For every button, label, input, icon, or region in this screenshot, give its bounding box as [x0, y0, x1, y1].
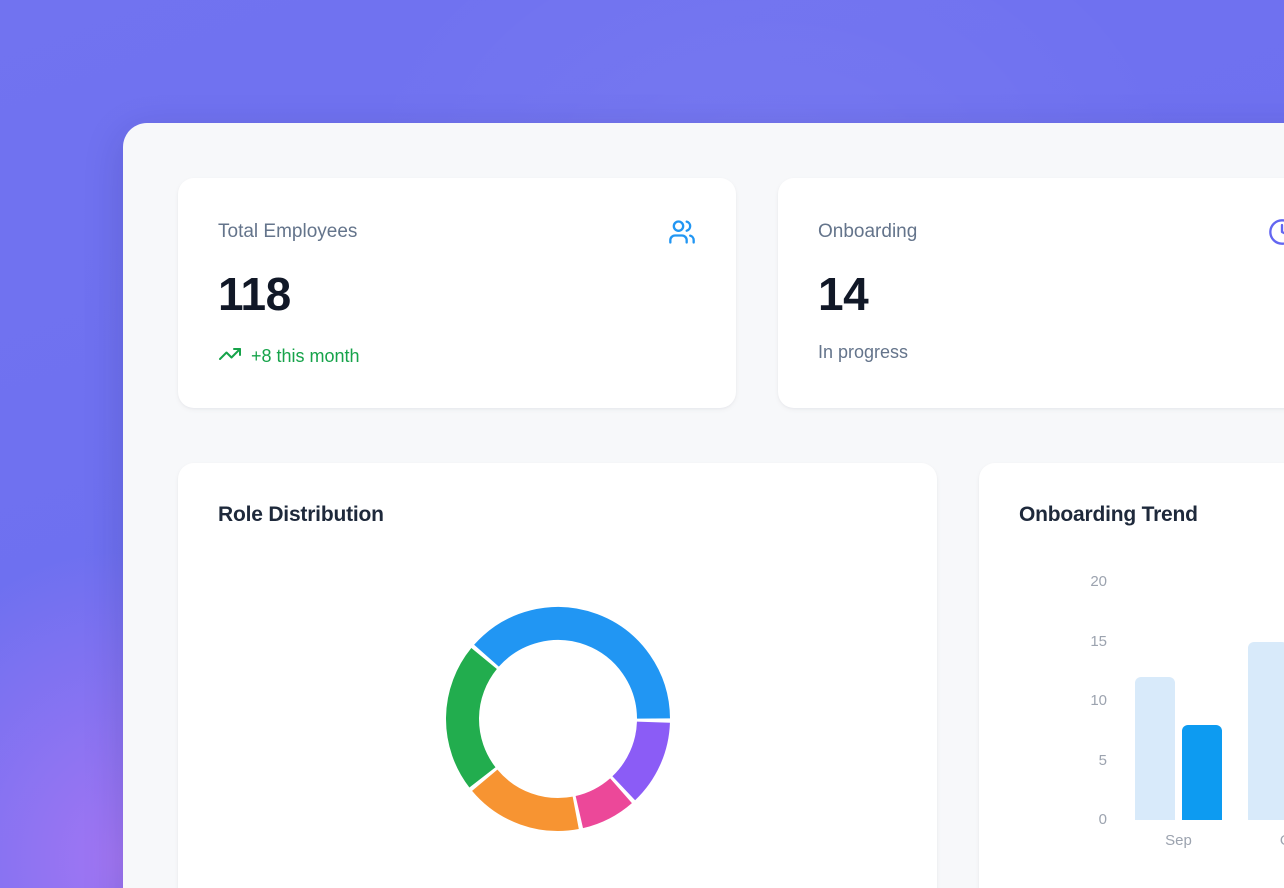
y-axis-tick-5: 5	[1098, 751, 1107, 769]
stat-value: 14	[818, 268, 869, 320]
donut-segment-orange	[472, 769, 579, 831]
users-icon	[668, 218, 696, 246]
x-axis-label-sep: Sep	[1165, 832, 1192, 849]
stat-delta-text: +8 this month	[251, 346, 360, 366]
x-axis-label-oct: Oct	[1252, 832, 1284, 850]
bar-sep-dark-blue-series	[1182, 724, 1222, 820]
stat-value: 118	[218, 268, 291, 320]
bar-oct-light-blue-series	[1248, 641, 1284, 820]
donut-segment-purple	[611, 721, 670, 801]
stat-status-text: In progress	[818, 342, 909, 362]
y-axis-tick-10: 10	[1090, 692, 1107, 709]
y-axis-tick-15: 15	[1090, 632, 1107, 650]
donut-segment-pink	[575, 777, 632, 829]
bar-sep-light-blue-series	[1135, 677, 1175, 820]
donut-segment-blue	[474, 607, 670, 720]
y-axis-tick-0: 0	[1098, 811, 1107, 828]
role-distribution-card: Role Distribution	[178, 463, 937, 888]
clock-icon	[1268, 218, 1284, 246]
chart-title: Role Distribution	[218, 503, 384, 526]
onboarding-trend-bar-chart: 0 5 10 15 20 Sep Oct	[979, 463, 1284, 888]
dashboard-panel: Total Employees 118	[123, 123, 1284, 888]
stat-label: Total Employees	[218, 221, 358, 242]
donut-segment-green	[446, 648, 498, 788]
stat-card-onboarding: Onboarding 14 In progress	[778, 178, 1284, 408]
stat-card-total-employees: Total Employees 118	[178, 178, 736, 408]
role-distribution-donut-chart	[446, 607, 670, 831]
trending-up-icon	[218, 342, 242, 371]
stat-label: Onboarding	[818, 221, 918, 242]
y-axis-tick-20: 20	[1090, 573, 1107, 590]
chart-title: Onboarding Trend	[1019, 503, 1198, 526]
onboarding-trend-card: Onboarding Trend 0 5 10 15 20 Sep Oct	[979, 463, 1284, 888]
